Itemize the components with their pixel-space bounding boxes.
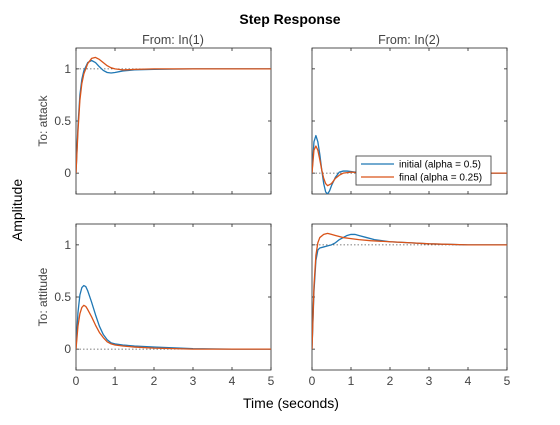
x-tick-label: 4 bbox=[229, 374, 236, 388]
x-tick-label: 1 bbox=[348, 374, 355, 388]
x-tick-label: 2 bbox=[387, 374, 394, 388]
x-axis-label: Time (seconds) bbox=[243, 395, 339, 411]
x-tick-label: 2 bbox=[151, 374, 158, 388]
input-label-1: From: In(1) bbox=[142, 33, 204, 47]
panel-frame bbox=[75, 47, 272, 195]
panel-frame bbox=[75, 223, 272, 371]
legend: initial (alpha = 0.5) final (alpha = 0.2… bbox=[355, 155, 492, 186]
panel-1-1: 00.51 bbox=[54, 47, 272, 195]
x-tick-label: 0 bbox=[73, 374, 80, 388]
legend-entry-initial: initial (alpha = 0.5) bbox=[399, 160, 481, 171]
y-axis-label: Amplitude bbox=[9, 179, 25, 241]
series-line-final bbox=[76, 304, 271, 350]
series-line-final bbox=[312, 232, 507, 350]
output-label-attack: To: attack bbox=[36, 94, 50, 146]
x-tick-label: 3 bbox=[426, 374, 433, 388]
panel-2-1: 0 1 2 3 4 5 0 0.5 1 bbox=[54, 223, 275, 388]
y-tick-label: 0.5 bbox=[54, 290, 71, 304]
panel-2-2: 0 1 2 3 4 5 bbox=[309, 223, 511, 388]
plot-grid: 00.510 1 2 3 4 500.510 1 2 3 4 5 bbox=[54, 47, 511, 388]
legend-box bbox=[355, 155, 492, 186]
series-line-initial bbox=[76, 284, 271, 350]
output-label-attitude: To: attitude bbox=[36, 267, 50, 326]
y-tick-label: 1 bbox=[64, 62, 71, 76]
input-label-2: From: In(2) bbox=[378, 33, 440, 47]
legend-entry-final: final (alpha = 0.25) bbox=[399, 173, 482, 184]
y-tick-label: 0 bbox=[64, 342, 71, 356]
y-tick-label: 1 bbox=[64, 238, 71, 252]
series-line-final bbox=[76, 56, 271, 174]
panel-frame bbox=[311, 223, 508, 371]
x-tick-label: 0 bbox=[309, 374, 316, 388]
x-tick-label: 3 bbox=[190, 374, 197, 388]
x-tick-label: 1 bbox=[112, 374, 119, 388]
x-tick-label: 5 bbox=[504, 374, 511, 388]
y-tick-label: 0 bbox=[64, 166, 71, 180]
x-tick-label: 5 bbox=[268, 374, 275, 388]
y-tick-label: 0.5 bbox=[54, 114, 71, 128]
chart-title: Step Response bbox=[239, 11, 340, 27]
x-tick-label: 4 bbox=[465, 374, 472, 388]
